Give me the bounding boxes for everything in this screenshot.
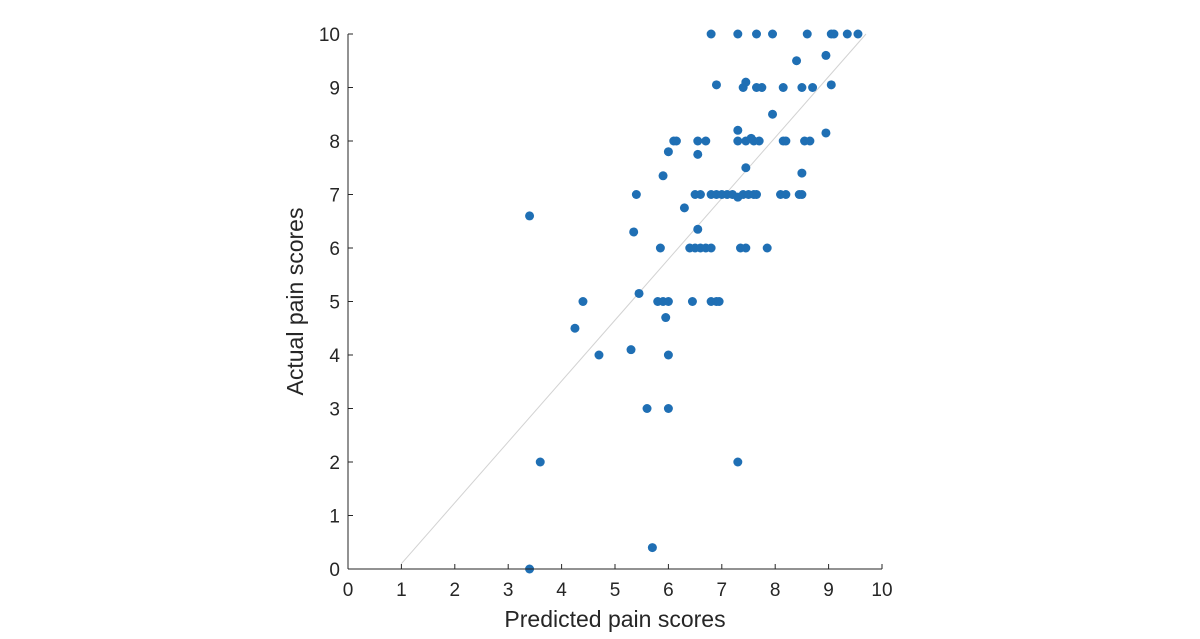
data-points (525, 29, 863, 574)
data-point (752, 190, 762, 199)
reference-line (401, 33, 867, 564)
data-point (647, 543, 657, 553)
x-tick-label: 9 (823, 580, 834, 601)
data-point (797, 168, 807, 178)
data-point (594, 350, 604, 360)
data-point (679, 203, 689, 213)
x-tick-label: 6 (663, 580, 674, 601)
y-tick-label: 9 (329, 79, 340, 100)
data-point (842, 29, 852, 39)
data-point (781, 190, 791, 199)
x-tick-label: 1 (396, 580, 407, 601)
x-tick-label: 2 (450, 580, 461, 601)
data-point (701, 136, 711, 146)
data-point (826, 80, 836, 90)
data-point (752, 29, 762, 39)
data-point (733, 136, 743, 146)
data-point (762, 243, 772, 253)
data-point (706, 29, 716, 39)
y-tick-label: 8 (329, 132, 340, 153)
data-point (741, 243, 751, 253)
data-point (642, 404, 652, 413)
data-point (661, 313, 671, 323)
x-tick-label: 10 (871, 580, 892, 601)
data-point (626, 345, 636, 355)
data-point (768, 109, 778, 119)
data-point (631, 190, 641, 199)
y-tick-label: 3 (329, 400, 340, 421)
data-point (687, 297, 697, 306)
x-tick-label: 3 (503, 580, 514, 601)
data-point (671, 136, 681, 146)
data-point (693, 224, 703, 234)
data-point (663, 147, 673, 157)
data-point (663, 404, 673, 413)
y-tick-label: 0 (329, 560, 340, 581)
y-tick-label: 1 (329, 507, 340, 528)
x-tick-label: 7 (717, 580, 728, 601)
data-point (693, 149, 703, 159)
x-tick-label: 0 (343, 580, 354, 601)
data-point (663, 297, 673, 306)
y-tick-label: 4 (329, 346, 340, 367)
data-point (714, 297, 724, 306)
data-point (629, 227, 639, 237)
data-point (757, 83, 767, 92)
data-point (578, 297, 588, 306)
data-point (693, 136, 703, 146)
x-tick-label: 5 (610, 580, 621, 601)
data-point (768, 29, 778, 39)
data-point (655, 243, 665, 253)
data-point (658, 171, 668, 181)
data-point (802, 29, 812, 39)
data-point (778, 83, 788, 92)
y-tick-label: 7 (329, 186, 340, 207)
data-point (821, 50, 831, 60)
data-point (805, 136, 815, 146)
data-point (821, 128, 831, 138)
data-point (781, 136, 791, 146)
data-point (797, 190, 807, 199)
data-point (733, 29, 743, 39)
data-point (695, 190, 705, 199)
data-point (808, 83, 818, 92)
y-tick-label: 10 (319, 25, 340, 46)
data-point (634, 288, 644, 298)
data-point (733, 125, 743, 135)
data-point (741, 163, 751, 173)
x-tick-label: 4 (556, 580, 567, 601)
x-tick-label: 8 (770, 580, 781, 601)
data-point (754, 136, 764, 146)
data-point (706, 243, 716, 253)
data-point (663, 350, 673, 360)
y-tick-label: 2 (329, 453, 340, 474)
x-axis-ticks: 0 1 2 3 4 5 6 7 8 9 10 (343, 564, 893, 601)
y-tick-label: 6 (329, 239, 340, 260)
x-axis-title: Predicted pain scores (504, 606, 725, 632)
data-point (829, 29, 839, 39)
y-axis-title: Actual pain scores (282, 208, 308, 396)
data-point (733, 457, 743, 467)
data-point (535, 457, 545, 467)
data-point (741, 77, 751, 87)
data-point (525, 211, 535, 221)
data-point (797, 83, 807, 92)
data-point (792, 56, 802, 66)
data-point (570, 323, 580, 333)
data-point (853, 29, 863, 39)
y-axis-ticks: 0 1 2 3 4 5 6 7 8 9 10 (319, 25, 353, 581)
data-point (711, 80, 721, 90)
y-tick-label: 5 (329, 293, 340, 314)
